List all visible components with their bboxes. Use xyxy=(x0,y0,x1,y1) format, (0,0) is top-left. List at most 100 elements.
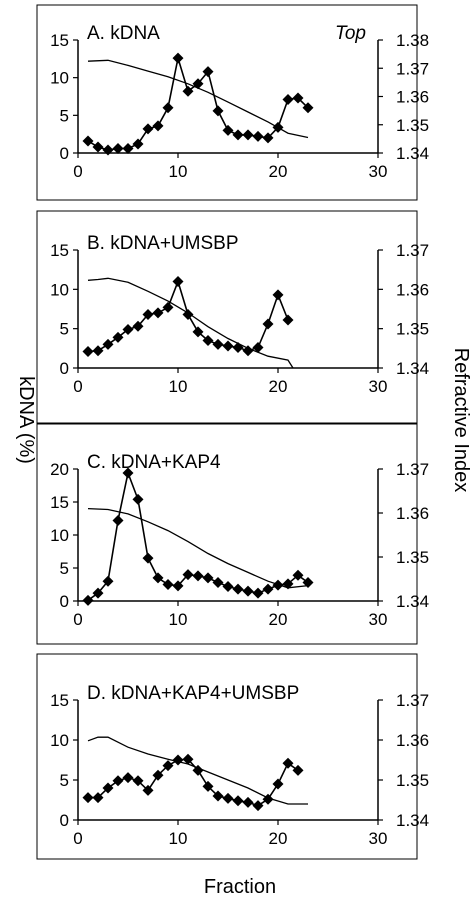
data-point-marker xyxy=(142,784,154,796)
y2-tick-label: 1.35 xyxy=(396,548,429,567)
x-tick-label: 10 xyxy=(169,377,188,396)
x-tick-label: 10 xyxy=(169,162,188,181)
data-point-marker xyxy=(222,792,234,804)
data-point-marker xyxy=(162,760,174,772)
data-point-marker xyxy=(132,775,144,787)
data-point-marker xyxy=(132,493,144,505)
data-point-marker xyxy=(82,345,94,357)
kdna-series-line xyxy=(88,758,299,807)
y-axis-label-right: Refractive Index xyxy=(450,348,472,493)
data-point-marker xyxy=(212,338,224,350)
data-point-marker xyxy=(132,320,144,332)
data-point-marker xyxy=(162,579,174,590)
y-tick-label: 5 xyxy=(60,106,69,125)
y2-tick-label: 1.36 xyxy=(396,731,429,750)
y-tick-label: 10 xyxy=(50,69,69,88)
data-point-marker xyxy=(262,132,274,144)
x-tick-label: 30 xyxy=(369,377,388,396)
data-point-marker xyxy=(192,764,204,776)
data-point-marker xyxy=(272,289,284,301)
y-tick-label: 15 xyxy=(50,241,69,260)
data-point-marker xyxy=(82,594,94,606)
data-point-marker xyxy=(252,800,264,812)
data-point-marker xyxy=(92,141,104,153)
y2-tick-label: 1.36 xyxy=(396,504,429,523)
data-point-marker xyxy=(182,569,194,581)
data-point-marker xyxy=(212,577,224,589)
data-point-marker xyxy=(202,780,214,792)
data-point-marker xyxy=(152,572,164,584)
data-point-marker xyxy=(92,587,104,599)
x-tick-label: 10 xyxy=(169,829,188,848)
data-point-marker xyxy=(232,583,244,595)
panel-title: C. kDNA+KAP4 xyxy=(87,452,221,473)
x-tick-label: 0 xyxy=(73,377,82,396)
y-tick-label: 0 xyxy=(60,359,69,378)
y-tick-label: 10 xyxy=(50,731,69,750)
data-point-marker xyxy=(112,775,124,787)
data-point-marker xyxy=(182,753,194,765)
panel-frame xyxy=(36,210,418,424)
data-point-marker xyxy=(152,307,164,319)
data-point-marker xyxy=(222,124,234,136)
data-point-marker xyxy=(92,792,104,804)
data-point-marker xyxy=(242,585,254,597)
data-point-marker xyxy=(122,772,134,784)
refractive-index-line xyxy=(87,507,309,589)
x-tick-label: 30 xyxy=(369,610,388,629)
x-tick-label: 0 xyxy=(73,162,82,181)
data-point-marker xyxy=(192,570,204,582)
data-point-marker xyxy=(132,138,144,150)
x-tick-label: 0 xyxy=(73,829,82,848)
y2-tick-label: 1.34 xyxy=(396,144,429,163)
data-point-marker xyxy=(262,318,274,330)
x-tick-label: 30 xyxy=(369,829,388,848)
data-point-marker xyxy=(192,326,204,338)
y-tick-label: 15 xyxy=(50,31,69,50)
y-axis-label-left: kDNA (%) xyxy=(15,376,37,464)
y2-tick-label: 1.34 xyxy=(396,359,429,378)
kdna-series-line xyxy=(87,57,309,151)
data-point-marker xyxy=(92,345,104,357)
data-point-marker xyxy=(222,340,234,352)
data-point-marker xyxy=(152,769,164,781)
panel-frame xyxy=(36,4,418,201)
y2-tick-label: 1.35 xyxy=(396,116,429,135)
x-tick-label: 30 xyxy=(369,162,388,181)
y-tick-label: 5 xyxy=(60,771,69,790)
data-point-marker xyxy=(82,792,94,804)
data-point-marker xyxy=(282,757,294,769)
y2-tick-label: 1.35 xyxy=(396,320,429,339)
data-point-marker xyxy=(142,552,154,564)
y-tick-label: 0 xyxy=(60,811,69,830)
data-point-marker xyxy=(252,342,264,354)
y2-tick-label: 1.37 xyxy=(396,59,429,78)
y-tick-label: 10 xyxy=(50,280,69,299)
data-point-marker xyxy=(162,102,174,114)
refractive-index-line xyxy=(87,277,294,369)
data-point-marker xyxy=(172,52,184,64)
y2-tick-label: 1.35 xyxy=(396,771,429,790)
data-point-marker xyxy=(122,467,134,479)
data-point-marker xyxy=(162,301,174,313)
y2-tick-label: 1.36 xyxy=(396,88,429,107)
data-point-marker xyxy=(292,569,304,581)
data-point-marker xyxy=(112,514,124,526)
data-point-marker xyxy=(272,778,284,790)
y-tick-label: 0 xyxy=(60,592,69,611)
data-point-marker xyxy=(142,309,154,321)
y2-tick-label: 1.34 xyxy=(396,811,429,830)
data-point-marker xyxy=(152,120,164,132)
y-tick-label: 0 xyxy=(60,144,69,163)
refractive-index-line xyxy=(87,59,309,139)
x-tick-label: 20 xyxy=(269,377,288,396)
data-point-marker xyxy=(142,123,154,135)
data-point-marker xyxy=(202,572,214,584)
data-point-marker xyxy=(122,142,134,154)
x-tick-label: 10 xyxy=(169,610,188,629)
data-point-marker xyxy=(82,135,94,147)
data-point-marker xyxy=(222,580,234,592)
data-point-marker xyxy=(242,129,254,141)
x-axis-label: Fraction xyxy=(204,876,276,898)
data-point-marker xyxy=(102,782,114,794)
